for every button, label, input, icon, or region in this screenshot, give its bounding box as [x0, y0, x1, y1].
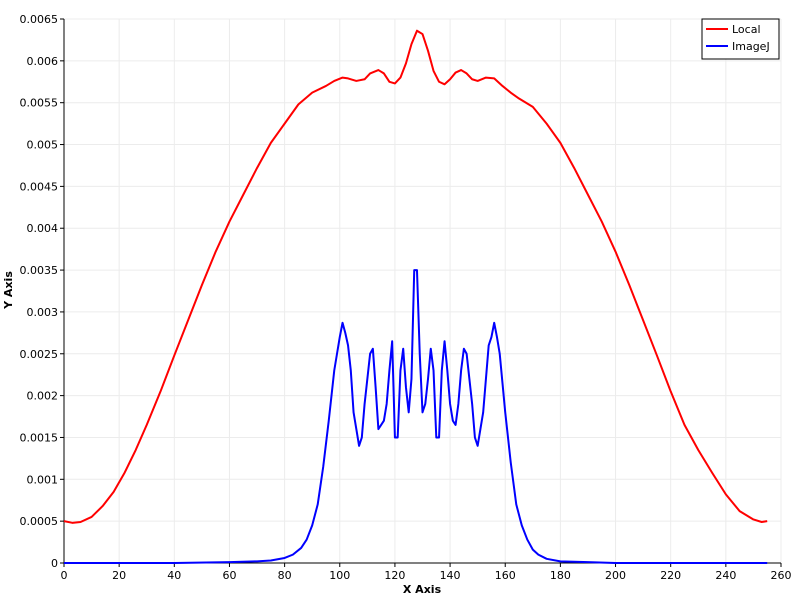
x-tick-label: 120	[384, 569, 405, 582]
y-tick-labels: 0 0.0005 0.001 0.0015 0.002 0.0025 0.003 0.0035…	[20, 13, 59, 570]
x-tick-label: 240	[715, 569, 736, 582]
y-tick-label: 0.0045	[20, 180, 59, 193]
x-tick-label: 40	[167, 569, 181, 582]
y-tick-label: 0.0015	[20, 431, 59, 444]
x-tick-label: 180	[550, 569, 571, 582]
x-tick-label: 260	[771, 569, 792, 582]
legend-box	[701, 18, 780, 60]
series-line-imagej	[64, 269, 768, 564]
y-tick-label: 0.0025	[20, 348, 59, 361]
grid-lines	[63, 18, 782, 564]
plot-series	[63, 29, 768, 564]
axes	[60, 18, 782, 567]
x-tick-label: 20	[112, 569, 126, 582]
x-tick-labels: 0 20 40 60 80 100 120 140 160 180 200 220 240 260	[61, 569, 792, 582]
y-tick-label: 0.0035	[20, 264, 59, 277]
legend-label-imagej: ImageJ	[732, 40, 770, 53]
x-tick-label: 80	[278, 569, 292, 582]
x-tick-label: 220	[660, 569, 681, 582]
y-tick-label: 0.004	[27, 222, 59, 235]
y-tick-label: 0.0005	[20, 515, 59, 528]
y-tick-label: 0	[51, 557, 58, 570]
y-tick-label: 0.005	[27, 139, 59, 152]
x-tick-label: 0	[61, 569, 68, 582]
y-tick-label: 0.006	[27, 55, 59, 68]
y-tick-label: 0.0055	[20, 97, 59, 110]
series-line-local	[63, 29, 768, 524]
x-tick-label: 160	[495, 569, 516, 582]
y-tick-label: 0.002	[27, 390, 59, 403]
x-tick-label: 60	[222, 569, 236, 582]
x-tick-label: 140	[440, 569, 461, 582]
y-tick-label: 0.003	[27, 306, 59, 319]
legend: Local ImageJ	[701, 18, 780, 60]
y-tick-label: 0.0065	[20, 13, 59, 26]
x-axis-title: X Axis	[403, 583, 442, 596]
y-axis-title: Y Axis	[2, 271, 15, 310]
y-tick-label: 0.001	[27, 473, 59, 486]
x-tick-label: 200	[605, 569, 626, 582]
x-tick-label: 100	[329, 569, 350, 582]
legend-label-local: Local	[732, 23, 761, 36]
